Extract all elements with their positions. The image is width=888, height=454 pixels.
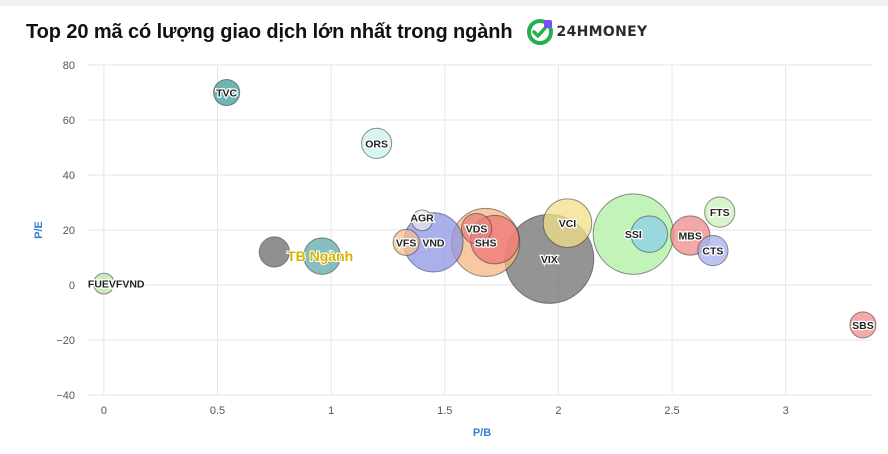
chart-title: Top 20 mã có lượng giao dịch lớn nhất tr… [26, 20, 513, 43]
average-label: TB Ngành [287, 248, 353, 264]
brand-name: 24HMONEY [556, 24, 648, 40]
x-tick-label: 1.5 [437, 405, 452, 417]
bubble-vds [461, 213, 493, 245]
x-tick-label: 1 [328, 405, 334, 417]
data-label-sbs: SBS [852, 320, 874, 332]
bubble-unlabeled [303, 237, 341, 275]
data-label-tvc: TVC [216, 88, 237, 100]
data-label-fts: FTS [710, 207, 730, 219]
y-axis-title: P/E [33, 221, 45, 239]
y-tick-label: −20 [56, 335, 75, 347]
bubble-unlabeled [258, 236, 290, 268]
bubble-sbs [849, 311, 877, 339]
x-tick-label: 0.5 [210, 405, 225, 417]
x-tick-label: 0 [101, 405, 107, 417]
data-label-vci: VCI [559, 218, 577, 230]
data-label-mbs: MBS [679, 231, 702, 243]
y-tick-label: −40 [56, 390, 75, 402]
x-tick-label: 3 [783, 405, 789, 417]
bubble-vci [542, 198, 593, 248]
bubble-agr [411, 209, 433, 232]
x-axis-title: P/B [473, 427, 491, 439]
bubble-fuevfvnd [93, 272, 115, 295]
data-label-shs: SHS [475, 237, 497, 249]
data-label-fuevfvnd: FUEVFVND [88, 279, 145, 291]
x-tick-label: 2.5 [664, 405, 679, 417]
top-border [0, 0, 888, 6]
bubble-ors [361, 127, 393, 159]
data-label-agr: AGR [410, 212, 434, 224]
y-tick-label: 40 [63, 170, 75, 182]
y-tick-label: 0 [69, 280, 75, 292]
data-label-vix: VIX [541, 254, 558, 266]
data-label-ssi: SSI [625, 229, 642, 241]
y-tick-label: 80 [63, 60, 75, 72]
x-tick-label: 2 [555, 405, 561, 417]
data-label-vfs: VFS [396, 237, 416, 249]
y-tick-label: 20 [63, 225, 75, 237]
bubble-tvc [213, 78, 241, 107]
money-coin-icon [526, 19, 553, 45]
chart-header: Top 20 mã có lượng giao dịch lớn nhất tr… [26, 17, 647, 47]
brand-logo[interactable]: 24HMONEY [526, 19, 648, 45]
bubble-vfs [392, 228, 420, 256]
bubble-unlabeled [630, 215, 669, 253]
bubble-fts [704, 196, 736, 228]
data-label-cts: CTS [702, 246, 723, 258]
bubble-cts [697, 235, 729, 267]
data-label-vds: VDS [466, 224, 488, 236]
y-tick-label: 60 [63, 115, 75, 127]
data-label-vnd: VND [422, 237, 445, 249]
data-label-ors: ORS [365, 138, 388, 150]
